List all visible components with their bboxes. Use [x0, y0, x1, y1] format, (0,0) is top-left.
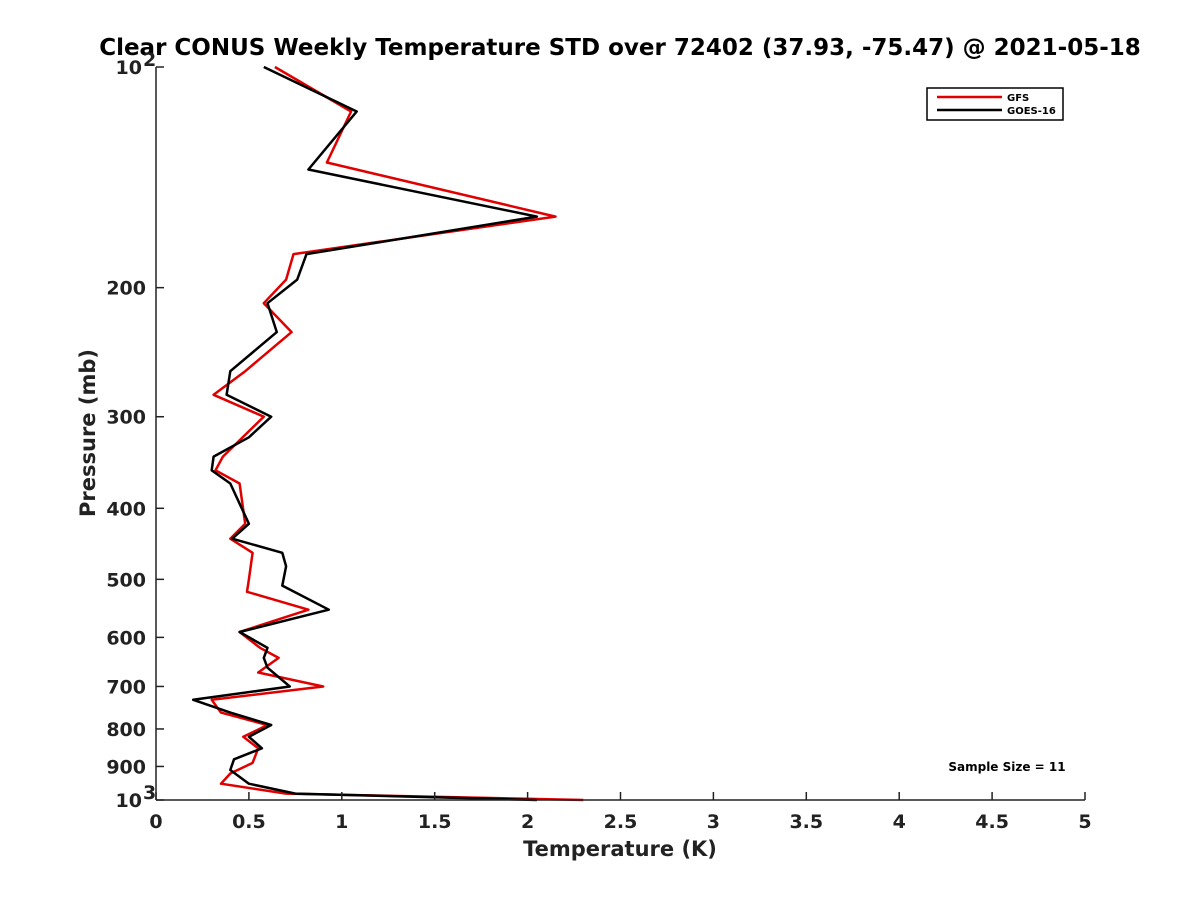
y-tick-label: 10 [116, 790, 142, 812]
x-tick-label: 1.5 [418, 811, 452, 833]
x-tick-label: 4 [893, 811, 906, 833]
x-tick-label: 3 [707, 811, 720, 833]
sample-size-annotation: Sample Size = 11 [948, 760, 1065, 774]
x-axis-label: Temperature (K) [523, 837, 717, 861]
series-line-1 [191, 65, 539, 802]
y-tick-label: 10 [116, 57, 142, 79]
x-tick-label: 2 [521, 811, 534, 833]
y-tick-label: 500 [106, 569, 146, 591]
legend-box [926, 87, 1064, 121]
legend-label-gfs: GFS [1007, 93, 1029, 104]
x-tick-label: 3.5 [789, 811, 823, 833]
y-tick-label: 200 [106, 278, 146, 300]
x-tick-label: 5 [1078, 811, 1091, 833]
y-tick-label: 600 [106, 627, 146, 649]
legend: GFS GOES-16 [926, 87, 1064, 121]
y-tick-label: 300 [106, 407, 146, 429]
x-tick-label: 1 [335, 811, 348, 833]
y-tick-exponent: 2 [143, 49, 156, 71]
y-axis-label: Pressure (mb) [76, 349, 100, 517]
x-tick-label: 0.5 [232, 811, 266, 833]
legend-label-goes16: GOES-16 [1007, 106, 1056, 117]
y-tick-label: 800 [106, 719, 146, 741]
x-tick-label: 0 [149, 811, 162, 833]
series-layer [191, 65, 584, 802]
y-tick-label: 900 [106, 756, 146, 778]
y-tick-label: 400 [106, 498, 146, 520]
series-line-0 [210, 65, 584, 802]
axes-layer: 0 0.5 1 1.5 2 2.5 3 3.5 4 4.5 510 22003004005006007… [106, 49, 1091, 833]
y-tick-exponent: 3 [143, 782, 156, 804]
chart-title: Clear CONUS Weekly Temperature STD over … [99, 35, 1141, 61]
x-tick-label: 2.5 [604, 811, 638, 833]
y-tick-label: 700 [106, 676, 146, 698]
x-tick-label: 4.5 [975, 811, 1009, 833]
